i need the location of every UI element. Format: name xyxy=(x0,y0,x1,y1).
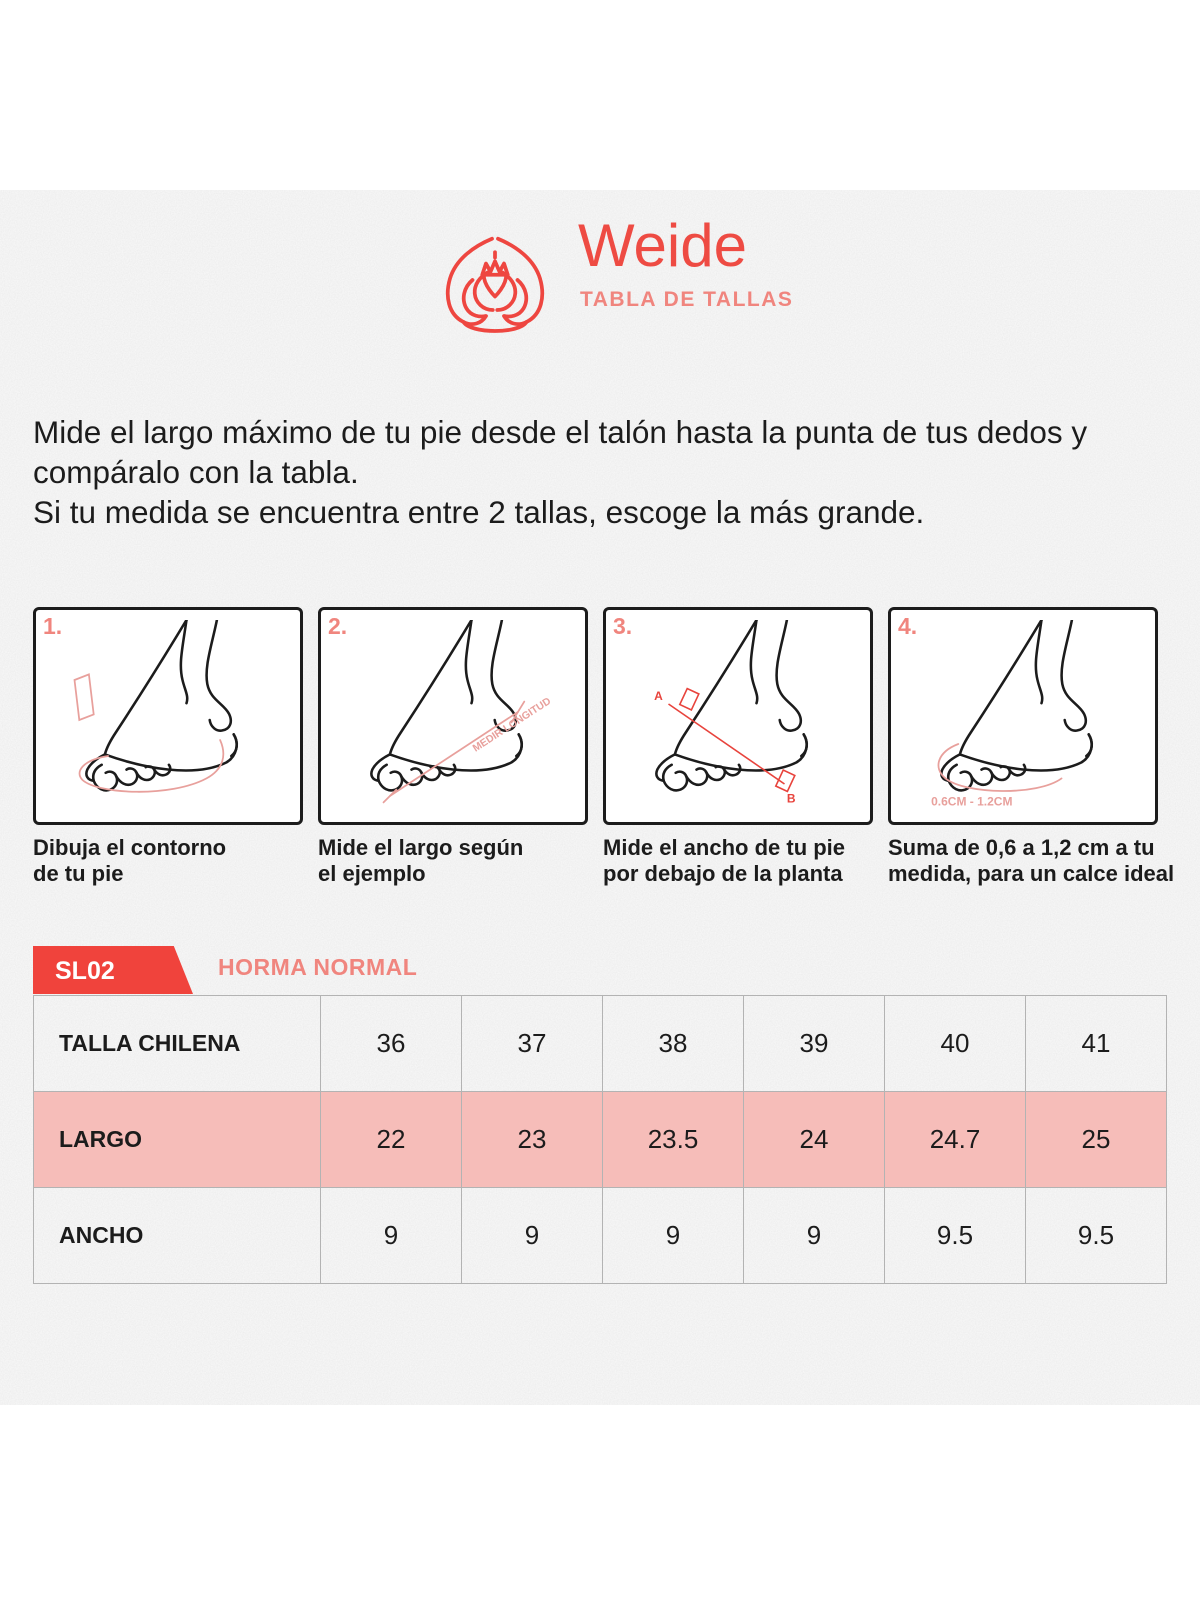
svg-text:B: B xyxy=(787,791,796,805)
svg-text:MEDIR LONGITUD: MEDIR LONGITUD xyxy=(471,696,553,755)
svg-text:A: A xyxy=(654,689,663,703)
svg-text:0.6CM - 1.2CM: 0.6CM - 1.2CM xyxy=(931,795,1012,809)
